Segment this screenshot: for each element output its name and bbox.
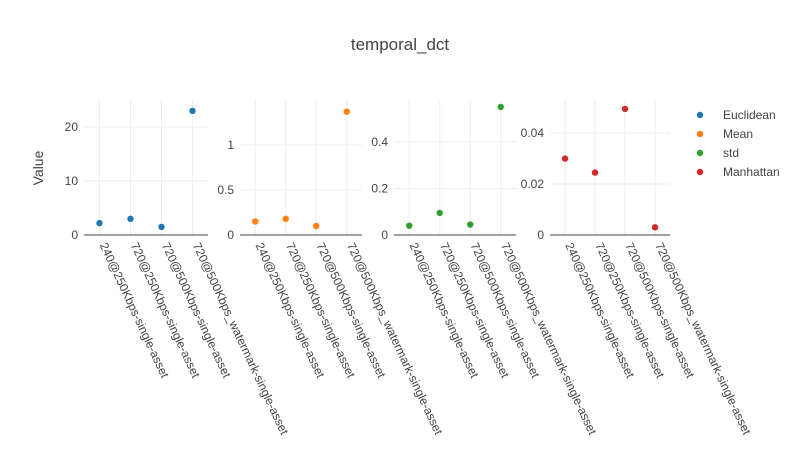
data-point-euclidean[interactable] bbox=[96, 219, 103, 227]
subplot-euclidean: 01020240@250Kbps-single-asset720@250Kbps… bbox=[65, 100, 292, 437]
subplot-panels: 01020240@250Kbps-single-asset720@250Kbps… bbox=[65, 100, 754, 437]
y-tick-label: 0.2 bbox=[371, 181, 388, 195]
data-point-std[interactable] bbox=[467, 221, 474, 228]
data-point-std[interactable] bbox=[436, 209, 443, 217]
legend-label: Euclidean bbox=[723, 108, 776, 122]
chart-title: temporal_dct bbox=[351, 35, 450, 54]
data-point-std[interactable] bbox=[497, 103, 504, 111]
y-tick-label: 0.04 bbox=[521, 126, 545, 140]
data-point-mean[interactable] bbox=[343, 108, 350, 115]
data-point-manhattan[interactable] bbox=[621, 105, 629, 113]
legend-item-euclidean[interactable]: Euclidean bbox=[696, 108, 776, 122]
y-tick-label: 0.4 bbox=[371, 135, 388, 149]
y-tick-label: 20 bbox=[65, 120, 79, 134]
data-point-manhattan[interactable] bbox=[591, 169, 599, 176]
data-point-std[interactable] bbox=[406, 222, 413, 229]
legend-marker bbox=[696, 149, 704, 157]
data-point-euclidean[interactable] bbox=[158, 223, 165, 231]
legend-label: Manhattan bbox=[723, 165, 780, 179]
y-tick-label: 0.5 bbox=[217, 183, 234, 197]
data-point-mean[interactable] bbox=[252, 218, 259, 225]
subplot-mean: 00.51240@250Kbps-single-asset720@250Kbps… bbox=[217, 100, 446, 437]
data-point-manhattan[interactable] bbox=[561, 155, 569, 162]
legend-marker bbox=[696, 111, 704, 119]
legend-item-mean[interactable]: Mean bbox=[696, 127, 753, 141]
legend-marker bbox=[696, 168, 704, 176]
data-point-mean[interactable] bbox=[282, 215, 289, 222]
subplot-std: 00.20.4240@250Kbps-single-asset720@250Kb… bbox=[371, 100, 600, 437]
data-point-mean[interactable] bbox=[313, 222, 320, 230]
y-tick-label: 0.02 bbox=[521, 177, 545, 191]
y-tick-label: 0 bbox=[71, 228, 78, 242]
y-tick-label: 1 bbox=[227, 138, 234, 152]
data-point-euclidean[interactable] bbox=[189, 107, 196, 115]
legend[interactable]: Euclidean Mean std Manhattan bbox=[696, 108, 780, 179]
y-tick-label: 0 bbox=[381, 228, 388, 242]
data-point-manhattan[interactable] bbox=[651, 224, 659, 231]
legend-label: std bbox=[723, 146, 739, 160]
subplot-manhattan: 00.020.04240@250Kbps-single-asset720@250… bbox=[521, 100, 754, 437]
y-tick-label: 0 bbox=[227, 228, 234, 242]
data-point-euclidean[interactable] bbox=[127, 215, 134, 222]
legend-marker bbox=[696, 130, 704, 138]
y-tick-label: 0 bbox=[537, 228, 544, 242]
legend-label: Mean bbox=[723, 127, 753, 141]
legend-item-manhattan[interactable]: Manhattan bbox=[696, 165, 780, 179]
legend-item-std[interactable]: std bbox=[696, 146, 739, 160]
y-tick-label: 10 bbox=[65, 174, 79, 188]
y-axis-label: Value bbox=[30, 150, 46, 185]
